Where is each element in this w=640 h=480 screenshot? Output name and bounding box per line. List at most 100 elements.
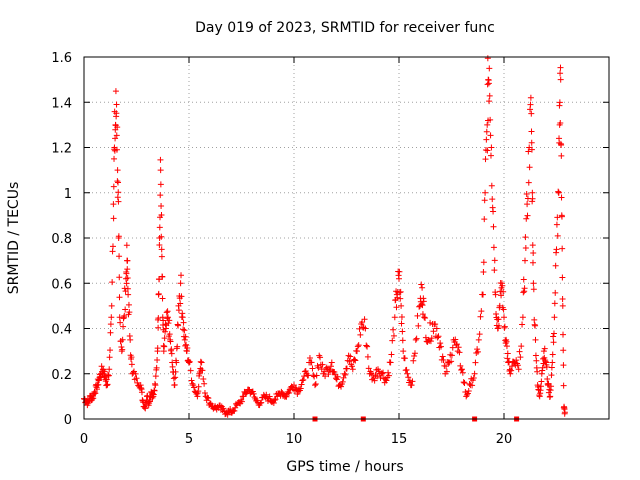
data-point <box>158 211 165 218</box>
data-point <box>396 275 402 282</box>
data-point <box>309 365 316 372</box>
data-point <box>553 221 560 228</box>
y-tick-label: 0.2 <box>51 368 72 383</box>
data-point <box>522 244 529 251</box>
data-point <box>539 364 546 371</box>
data-point <box>471 370 478 377</box>
data-point <box>362 325 369 332</box>
data-point <box>503 343 510 350</box>
data-point <box>338 383 345 390</box>
data-point <box>363 342 370 349</box>
data-point <box>459 369 466 376</box>
data-point <box>155 324 162 331</box>
y-tick-label: 0.8 <box>51 232 72 247</box>
data-point <box>465 387 472 394</box>
data-point <box>532 336 539 343</box>
data-point <box>557 64 564 71</box>
data-point <box>157 192 164 199</box>
data-point <box>174 343 181 350</box>
data-point <box>108 302 115 309</box>
data-point <box>472 359 479 366</box>
data-point <box>198 359 205 366</box>
data-point <box>116 274 123 281</box>
data-point <box>154 345 161 352</box>
data-point <box>560 331 567 338</box>
data-point <box>513 357 520 364</box>
data-point <box>179 314 186 321</box>
data-point <box>111 155 118 162</box>
data-point <box>448 358 455 365</box>
data-point <box>418 281 425 288</box>
data-point <box>311 373 318 380</box>
data-point <box>538 378 545 385</box>
data-point <box>163 309 170 316</box>
y-tick-label: 1 <box>64 187 72 202</box>
data-point <box>201 380 208 387</box>
data-point <box>197 358 204 365</box>
data-point <box>430 328 437 335</box>
data-point <box>278 388 285 395</box>
data-point <box>401 355 408 362</box>
data-point <box>469 382 476 389</box>
data-point <box>114 167 121 174</box>
data-point <box>549 359 556 366</box>
data-point <box>406 377 413 384</box>
data-point <box>387 359 394 366</box>
data-point <box>240 393 247 400</box>
data-point <box>391 314 398 321</box>
data-point <box>500 306 507 313</box>
data-point <box>478 308 485 315</box>
data-point <box>165 314 171 321</box>
data-point <box>110 201 117 208</box>
data-point <box>518 343 525 350</box>
data-point <box>114 194 121 201</box>
data-point <box>534 368 541 375</box>
data-point <box>220 405 227 412</box>
data-point <box>470 375 477 382</box>
data-point <box>501 323 508 330</box>
data-point <box>347 353 354 360</box>
data-point <box>530 249 537 256</box>
data-point <box>200 375 207 382</box>
data-point <box>500 288 507 295</box>
data-point <box>231 407 238 414</box>
data-point <box>116 253 123 260</box>
data-point <box>238 398 245 405</box>
data-point <box>152 382 159 389</box>
data-point <box>104 381 111 388</box>
data-point <box>526 164 533 171</box>
data-point <box>302 368 309 374</box>
data-point <box>133 375 140 382</box>
data-point <box>490 223 497 230</box>
data-point <box>123 242 130 249</box>
data-point <box>385 372 392 379</box>
data-point <box>396 268 403 275</box>
data-point <box>138 389 145 396</box>
data-point <box>550 330 557 337</box>
data-point <box>339 378 346 385</box>
data-point <box>250 390 257 397</box>
data-point <box>408 382 415 389</box>
data-point <box>125 301 132 308</box>
data-point <box>486 65 493 72</box>
data-point <box>504 350 511 357</box>
data-point <box>404 370 411 377</box>
data-point <box>548 364 555 371</box>
data-point <box>361 316 368 323</box>
data-point <box>550 339 557 346</box>
data-point <box>312 382 318 389</box>
data-point <box>188 377 195 384</box>
data-point <box>115 233 122 240</box>
data-point <box>182 333 189 340</box>
data-point <box>374 373 381 380</box>
data-point <box>315 364 322 371</box>
data-point <box>528 110 535 117</box>
data-point <box>558 152 565 159</box>
data-point <box>343 365 350 372</box>
x-tick-label: 0 <box>80 432 88 447</box>
data-point <box>530 280 537 287</box>
data-point <box>201 390 208 397</box>
data-point <box>159 273 166 280</box>
data-point <box>459 366 465 373</box>
data-point <box>128 354 135 361</box>
